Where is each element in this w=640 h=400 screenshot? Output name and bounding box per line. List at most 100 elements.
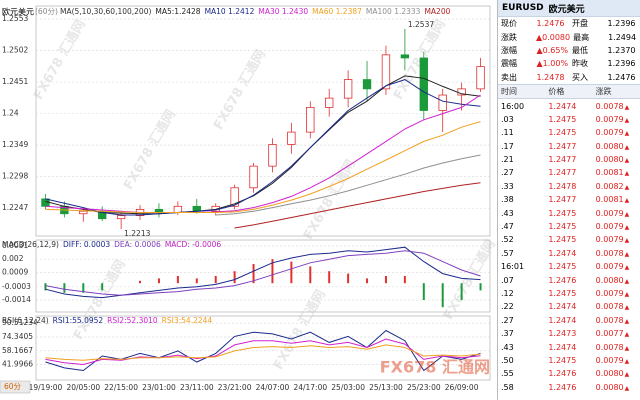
tick-change: 0.0078 (593, 302, 640, 311)
tick-price: 1.2474 (548, 248, 577, 258)
x-tick-label: 25/13:00 (369, 383, 403, 392)
tick-time: .07 (501, 275, 514, 285)
tick-row: .37 1.2473 0.0077 (498, 327, 640, 340)
tick-price: 1.2474 (548, 302, 577, 312)
candle-body (41, 198, 50, 207)
period-tab: 60分 (4, 382, 22, 391)
summary-row: 现价 1.2476 开盘 1.2396 (498, 17, 640, 30)
tick-row: .12 1.2475 0.0079 (498, 287, 640, 300)
x-tick-label: 19/19:00 (29, 383, 63, 392)
chart-period: (60分) (35, 7, 58, 16)
y-tick-label: 1.2502 (2, 46, 28, 55)
tick-price: 1.2478 (548, 181, 577, 191)
tick-time: .52 (501, 235, 514, 245)
legend-entry: MA5:1.2428 (155, 7, 200, 16)
legend-entry: MA60 1.2387 (312, 7, 362, 16)
chart-title: 欧元美元 (2, 7, 34, 17)
summary-label: 开盘 (572, 19, 588, 29)
summary-value: 1.2396 (607, 19, 636, 29)
x-tick-label: 23/01:00 (142, 383, 176, 392)
symbol-name: 欧元美元 (548, 4, 585, 15)
tick-price: 1.2477 (548, 168, 577, 178)
summary-value: ▲1.00% (536, 59, 569, 69)
summary-label: 昨收 (572, 59, 588, 69)
summary-row: 涨跌 ▲0.0080 最高 1.2494 (498, 30, 640, 43)
legend-entry: MA(5,10,30,60,100,200) (60, 7, 151, 16)
tick-row: .27 1.2477 0.0081 (498, 166, 640, 179)
legend-entry: MACD(26,12,9) (2, 240, 59, 249)
y-tick-label: 0.002 (2, 254, 24, 263)
summary-label: 震幅 (501, 59, 517, 69)
tick-row: .17 1.2477 0.0080 (498, 140, 640, 153)
summary-label: 最高 (573, 32, 590, 42)
tick-change: 0.0079 (593, 209, 640, 218)
tick-time: .58 (501, 382, 514, 392)
tick-row: .03 1.2475 0.0079 (498, 113, 640, 126)
tick-change: 0.0078 (593, 343, 640, 352)
tick-row: .50 1.2475 0.0079 (498, 354, 640, 367)
tick-time: .21 (501, 155, 514, 165)
ticks-header: 时间 价格 涨跌 (498, 83, 640, 100)
tick-row: .52 1.2475 0.0079 (498, 233, 640, 246)
tick-price: 1.2475 (548, 262, 577, 272)
tick-change: 0.0079 (593, 128, 640, 137)
tick-row: .11 1.2475 0.0079 (498, 126, 640, 139)
tick-time: .43 (501, 208, 514, 218)
tick-price: 1.2475 (548, 222, 577, 232)
tick-price: 1.2475 (548, 355, 577, 365)
tick-price: 1.2474 (548, 342, 577, 352)
tick-change: 0.0079 (593, 235, 640, 244)
tick-time: 16:00 (501, 101, 525, 111)
tick-row: .55 1.2476 0.0080 (498, 367, 640, 380)
summary-value: ▲0.0080 (535, 32, 571, 42)
candle-body (173, 205, 183, 213)
candle-body (268, 144, 277, 167)
x-tick-label: 24/07:00 (256, 383, 290, 392)
y-tick-label: 1.2553 (2, 14, 28, 23)
tick-time: .57 (501, 248, 514, 258)
tick-time: .11 (501, 128, 514, 138)
panel-frame (35, 239, 491, 313)
y-tick-label: 0.0009 (2, 267, 28, 276)
symbol: EURUSD (502, 3, 544, 13)
y-tick-label: 1.24 (2, 109, 19, 118)
tick-change: 0.0080 (593, 276, 640, 285)
summary-label: 涨跌 (501, 32, 517, 42)
candle-body (438, 94, 447, 111)
candle-body (343, 79, 353, 99)
legend-entry: RSI1:55.0952 (53, 316, 104, 325)
tick-price: 1.2475 (548, 114, 577, 124)
tick-row: 16:01 1.2475 0.0079 (498, 260, 640, 273)
series-line (45, 121, 481, 213)
tick-change: 0.0079 (593, 115, 640, 124)
tick-change: 0.0079 (593, 356, 640, 365)
tick-row: .47 1.2475 0.0079 (498, 220, 640, 233)
tick-change: 0.0080 (593, 383, 640, 392)
tick-time: .33 (501, 181, 514, 191)
legend-entry: RSI3:54.2244 (162, 316, 213, 325)
candle-body (325, 97, 334, 108)
tick-time: .47 (501, 222, 514, 232)
tick-price: 1.2476 (548, 382, 577, 392)
summary-label: 买入 (572, 72, 588, 82)
tick-change: 0.0078 (593, 249, 640, 258)
tick-row: .43 1.2475 0.0079 (498, 206, 640, 219)
ticks-header-cell: 时间 (501, 87, 517, 97)
legend-entry: MACD: -0.0006 (165, 240, 222, 249)
y-tick-label: -0.0003 (2, 282, 31, 291)
candle-body (230, 187, 239, 207)
y-tick-label: 90.51234 (2, 318, 38, 327)
candle-body (79, 210, 88, 215)
annotation: 1.2213 (124, 229, 150, 238)
x-tick-label: 23/21:00 (218, 383, 252, 392)
tick-change: 0.0080 (593, 155, 640, 164)
quote-panel: EURUSD 欧元美元 现价 1.2476 开盘 1.2396 涨跌 ▲0.0080 最高 1.2… (497, 0, 640, 400)
tick-price: 1.2475 (548, 128, 577, 138)
x-tick-label: 24/17:00 (293, 383, 327, 392)
tick-price: 1.2473 (548, 329, 577, 339)
tick-time: .22 (501, 302, 514, 312)
y-tick-label: 58.1667 (2, 346, 33, 355)
series-line (234, 182, 481, 229)
summary-row: 涨幅 ▲0.65% 最低 1.2370 (498, 44, 640, 57)
